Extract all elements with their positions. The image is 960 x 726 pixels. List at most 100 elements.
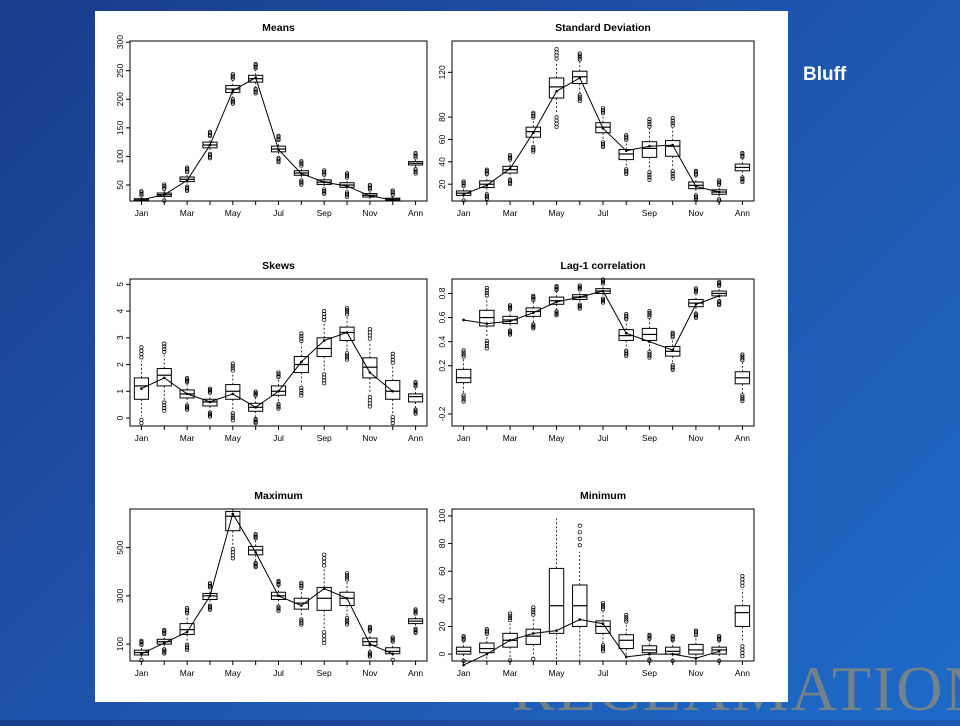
outlier bbox=[276, 604, 281, 609]
outlier bbox=[162, 403, 167, 408]
x-tick-label: May bbox=[549, 668, 566, 678]
outlier bbox=[717, 178, 722, 183]
outlier bbox=[299, 582, 304, 587]
outlier bbox=[740, 644, 745, 649]
outlier bbox=[484, 341, 489, 346]
outlier bbox=[253, 419, 258, 424]
observed-line bbox=[463, 618, 720, 666]
outlier bbox=[647, 657, 652, 662]
outlier bbox=[717, 658, 722, 664]
y-tick-label: 150 bbox=[115, 120, 125, 134]
outlier bbox=[508, 156, 513, 161]
outlier bbox=[299, 336, 304, 341]
outlier bbox=[207, 156, 213, 161]
outlier bbox=[230, 73, 235, 78]
outlier bbox=[390, 415, 395, 420]
outlier bbox=[367, 404, 372, 409]
outlier bbox=[484, 169, 489, 174]
outlier bbox=[276, 370, 281, 375]
outlier bbox=[693, 196, 698, 201]
outlier bbox=[276, 371, 281, 377]
chart-title: Lag-1 correlation bbox=[560, 260, 645, 272]
outlier bbox=[461, 182, 466, 187]
outlier bbox=[207, 129, 213, 134]
outlier bbox=[185, 376, 190, 381]
x-tick-label: Ann bbox=[735, 433, 750, 443]
outlier bbox=[413, 155, 418, 160]
outlier bbox=[508, 305, 513, 310]
outlier bbox=[139, 417, 144, 422]
outlier bbox=[577, 53, 582, 58]
chart-3: Lag-1 correlation -0.2 0.2 0.4 0.6 0.8 Jan Mar M… bbox=[437, 260, 755, 443]
outlier bbox=[554, 47, 559, 52]
outlier bbox=[484, 346, 489, 351]
outlier bbox=[367, 651, 372, 656]
y-tick-label: 5 bbox=[115, 282, 125, 287]
outlier bbox=[207, 390, 213, 395]
x-tick-label: Nov bbox=[688, 668, 704, 678]
x-tick-label: Jan bbox=[457, 433, 471, 443]
x-tick-label: Mar bbox=[180, 208, 195, 218]
observed-point bbox=[254, 76, 257, 79]
outlier bbox=[185, 188, 190, 194]
outlier bbox=[461, 352, 466, 357]
outlier bbox=[230, 98, 235, 103]
outlier bbox=[647, 312, 652, 318]
outlier bbox=[344, 312, 350, 317]
x-tick-label: Jan bbox=[457, 668, 471, 678]
outlier bbox=[185, 403, 190, 408]
outlier bbox=[367, 654, 372, 659]
x-tick-label: Sep bbox=[317, 433, 332, 443]
outlier bbox=[461, 183, 466, 188]
observed-point bbox=[322, 587, 326, 590]
outlier bbox=[162, 185, 167, 190]
outlier bbox=[531, 147, 536, 153]
x-tick-label: Mar bbox=[503, 668, 518, 678]
y-tick-label: 250 bbox=[115, 63, 125, 77]
outlier bbox=[253, 563, 258, 568]
outlier bbox=[299, 339, 304, 344]
outlier bbox=[740, 583, 745, 588]
outlier bbox=[390, 636, 395, 641]
outlier bbox=[740, 654, 745, 659]
outlier bbox=[344, 194, 350, 199]
outlier bbox=[577, 99, 582, 104]
outlier bbox=[600, 143, 606, 148]
outlier bbox=[299, 160, 304, 165]
outlier bbox=[139, 190, 144, 195]
outlier bbox=[390, 360, 395, 365]
outlier bbox=[670, 367, 675, 372]
outlier bbox=[647, 634, 652, 639]
observed-point bbox=[322, 339, 326, 342]
outlier bbox=[670, 169, 675, 174]
outlier bbox=[413, 611, 418, 616]
outlier bbox=[299, 622, 304, 627]
outlier bbox=[207, 154, 213, 159]
outlier bbox=[185, 380, 190, 385]
outlier bbox=[600, 277, 606, 282]
outlier bbox=[253, 532, 258, 537]
outlier bbox=[230, 366, 235, 371]
outlier bbox=[670, 118, 675, 123]
outlier bbox=[230, 97, 235, 102]
observed-point bbox=[717, 294, 721, 298]
y-tick-label: 2 bbox=[115, 362, 125, 367]
outlier bbox=[740, 155, 745, 160]
outlier bbox=[577, 95, 582, 100]
outlier bbox=[253, 418, 258, 423]
outlier bbox=[554, 310, 559, 315]
outlier bbox=[276, 136, 281, 141]
outlier bbox=[508, 611, 513, 616]
outlier bbox=[230, 75, 235, 80]
outlier bbox=[162, 408, 167, 413]
outlier bbox=[717, 302, 722, 308]
observed-point bbox=[601, 622, 605, 625]
chart-1: Standard Deviation 20 40 60 80 120 Jan Mar May Ju… bbox=[437, 22, 755, 218]
outlier bbox=[207, 410, 213, 415]
outlier bbox=[253, 91, 258, 96]
outlier bbox=[139, 641, 144, 646]
outlier bbox=[554, 286, 559, 291]
outlier bbox=[508, 180, 513, 185]
outlier bbox=[461, 198, 466, 203]
outlier bbox=[185, 407, 190, 412]
